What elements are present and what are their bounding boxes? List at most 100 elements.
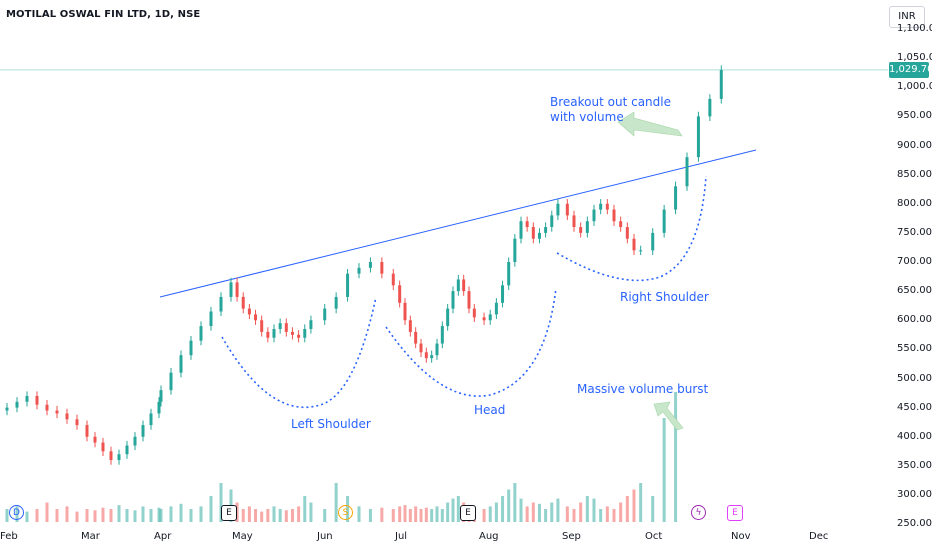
candle-body [507, 262, 511, 286]
candle [451, 286, 455, 314]
candle-body [403, 302, 407, 321]
candle-body [625, 227, 629, 239]
volume-bar [247, 506, 251, 522]
candle [556, 199, 560, 221]
candle [149, 408, 153, 430]
candle-body [85, 425, 89, 437]
candle-body [45, 404, 49, 411]
candle-body [462, 279, 466, 292]
time-axis-tick: Nov [731, 531, 751, 542]
earnings-event-badge[interactable]: E [221, 505, 237, 521]
volume-bar [260, 511, 264, 522]
candle [346, 268, 350, 302]
candle-body [247, 308, 251, 315]
candle [278, 318, 282, 334]
candle [519, 216, 523, 244]
price-axis-tick: 750.00 [897, 226, 932, 238]
candle-body [488, 314, 492, 321]
candle [290, 327, 294, 340]
candle [605, 199, 609, 215]
time-axis-tick: Mar [81, 531, 100, 542]
volume-bar [519, 498, 523, 522]
volume-bar [272, 506, 276, 522]
volume-bar [488, 506, 492, 522]
candle-body [323, 308, 327, 321]
candle [93, 432, 97, 448]
candle [592, 204, 596, 226]
candle [625, 222, 629, 244]
candle-body [446, 308, 450, 327]
price-axis-tick: 650.00 [897, 285, 932, 297]
candle-body [149, 413, 153, 426]
candle-body [391, 273, 395, 286]
time-axis-tick: Oct [645, 531, 663, 542]
volume-bar [446, 502, 450, 522]
candle-body [309, 320, 313, 329]
time-axis-tick: Feb [0, 531, 18, 542]
volume-bar [169, 506, 173, 522]
split-event-badge[interactable]: S [338, 505, 353, 520]
volume-bar [414, 506, 418, 522]
candle [85, 420, 89, 442]
candle-body [435, 343, 439, 356]
candle-body [368, 262, 372, 268]
earnings-future-event-badge[interactable]: E [727, 505, 743, 521]
volume-bar [117, 505, 121, 522]
volume-bar [419, 509, 423, 522]
volume-bar [368, 509, 372, 522]
candle [303, 324, 307, 343]
candle [544, 222, 548, 238]
candle-body [125, 445, 129, 455]
price-axis-tick: 900.00 [897, 139, 932, 151]
time-axis-tick: Jul [395, 531, 408, 542]
candle-body [278, 323, 282, 329]
candle [65, 408, 69, 424]
candle [229, 277, 233, 302]
volume-bar [45, 502, 49, 522]
volume-bar [290, 509, 294, 522]
currency-button[interactable]: INR [889, 6, 925, 28]
candle [488, 309, 492, 325]
candle [632, 234, 636, 256]
volume-bar [572, 509, 576, 522]
candle-body [519, 221, 523, 239]
candle-body [456, 279, 460, 292]
candle-body [565, 203, 569, 216]
volume-bar [531, 502, 535, 522]
candle-body [674, 186, 678, 210]
candle [25, 391, 29, 407]
candle-body [241, 296, 245, 309]
volume-burst-label: Massive volume burst [577, 382, 709, 396]
volume-bar [278, 509, 282, 522]
volume-bar [101, 507, 105, 522]
candle-body [199, 326, 203, 341]
left-shoulder-label: Left Shoulder [291, 417, 371, 431]
candle [169, 368, 173, 395]
candle [572, 210, 576, 232]
candle [662, 204, 666, 238]
candle [309, 315, 313, 334]
earnings-event-badge[interactable]: E [460, 505, 476, 521]
candle [435, 338, 439, 360]
candle [619, 216, 623, 232]
volume-bar [674, 392, 678, 522]
candle-body [297, 334, 301, 338]
volume-bar [303, 496, 307, 522]
candle-body [599, 203, 603, 210]
candle [612, 204, 616, 226]
candle [272, 324, 276, 343]
volume-bar [525, 506, 529, 522]
candle-body [531, 227, 535, 239]
spark-event-badge[interactable]: ϟ [691, 505, 706, 520]
candle [507, 257, 511, 290]
candle [424, 347, 428, 363]
candle-body [290, 331, 294, 335]
dividend-event-badge[interactable]: D [9, 505, 24, 520]
candle-body [513, 238, 517, 262]
volume-burst-arrow [653, 401, 684, 431]
volume-bar [501, 496, 505, 522]
candle-body [254, 314, 258, 321]
volume-bar [625, 496, 629, 522]
volume-bar [544, 509, 548, 522]
